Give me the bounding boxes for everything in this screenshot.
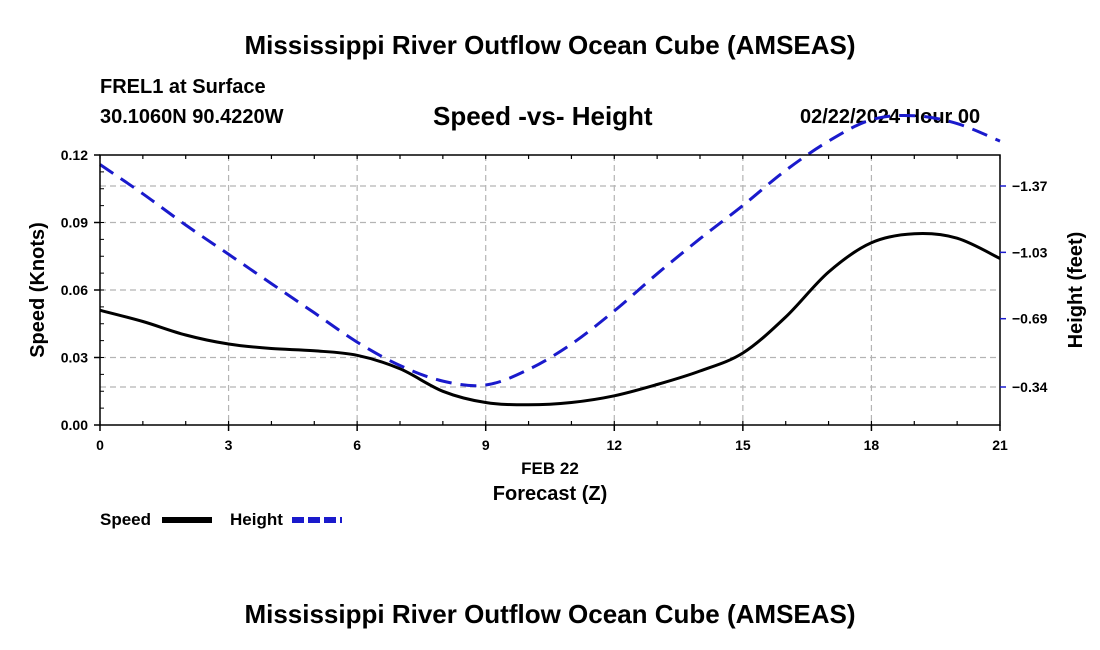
- series-layer: [99, 113, 1001, 407]
- chart-subtitle: Speed -vs- Height: [433, 101, 653, 131]
- station-coordinates: 30.1060N 90.4220W: [100, 106, 284, 128]
- series-line-speed: [99, 232, 1001, 407]
- y-tick-label: 0.03: [61, 350, 88, 366]
- chart-title: Mississippi River Outflow Ocean Cube (AM…: [244, 30, 856, 60]
- y-right-tick-label: −1.37: [1012, 178, 1048, 194]
- x-axis-date-label: FEB 22: [521, 459, 579, 478]
- x-tick-label: 18: [864, 437, 880, 453]
- y-tick-label: 0.06: [61, 282, 88, 298]
- legend-speed-label: Speed: [100, 510, 151, 529]
- x-tick-label: 12: [606, 437, 622, 453]
- axis-layer: 0 3 6 9 12 15 18 21 0.00 0.03 0.06 0.09 0.12 −0.34 −0.…: [61, 147, 1048, 453]
- grid-layer: [100, 155, 1000, 425]
- x-axis-title: Forecast (Z): [493, 483, 607, 505]
- x-tick-label: 15: [735, 437, 751, 453]
- x-tick-label: 9: [482, 437, 490, 453]
- y-tick-label: 0.12: [61, 147, 88, 163]
- x-tick-label: 21: [992, 437, 1008, 453]
- y-axis-title: Speed (Knots): [27, 222, 49, 358]
- x-tick-label: 6: [353, 437, 361, 453]
- footer-title: Mississippi River Outflow Ocean Cube (AM…: [244, 599, 856, 629]
- station-label: FREL1 at Surface: [100, 76, 266, 98]
- y-right-axis-title: Height (feet): [1065, 232, 1087, 349]
- legend: Speed Height: [100, 510, 342, 529]
- y-right-tick-label: −0.69: [1012, 311, 1048, 327]
- x-tick-label: 0: [96, 437, 104, 453]
- y-right-tick-label: −0.34: [1012, 379, 1048, 395]
- x-tick-label: 3: [225, 437, 233, 453]
- y-tick-label: 0.00: [61, 417, 88, 433]
- y-right-tick-label: −1.03: [1012, 244, 1048, 260]
- y-tick-label: 0.09: [61, 215, 88, 231]
- series-line-height: [99, 113, 1001, 388]
- legend-height-label: Height: [230, 510, 283, 529]
